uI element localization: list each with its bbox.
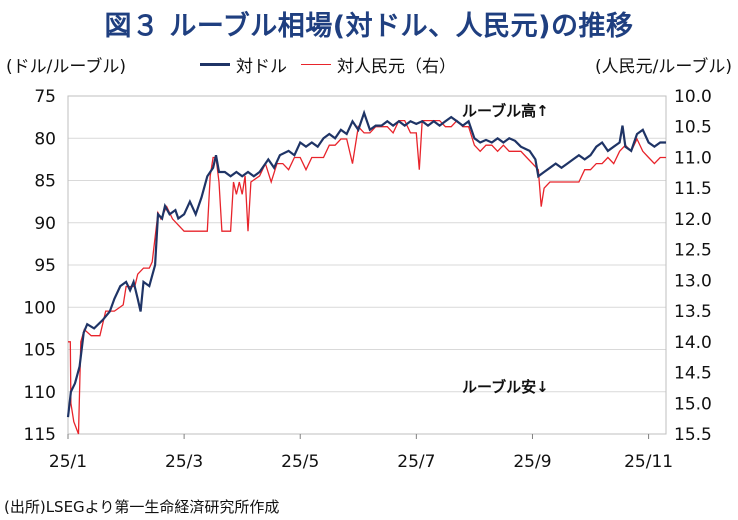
legend-item-usd: 対ドル xyxy=(200,52,287,77)
x-tick-label-4: 25/9 xyxy=(513,452,551,472)
legend: 対ドル 対人民元（右） xyxy=(200,52,470,77)
left-tick-label-6: 105 xyxy=(24,341,56,361)
annotation-ruble-strong: ルーブル高↑ xyxy=(462,102,549,120)
right-tick-label-10: 15.0 xyxy=(674,394,712,414)
x-tick-label-2: 25/5 xyxy=(281,452,319,472)
x-tick-label-3: 25/7 xyxy=(397,452,435,472)
x-tick-label-0: 25/1 xyxy=(49,452,87,472)
right-tick-label-8: 14.0 xyxy=(674,333,712,353)
left-tick-label-8: 115 xyxy=(24,425,56,445)
left-tick-label-5: 100 xyxy=(24,298,56,318)
x-tick-label-1: 25/3 xyxy=(165,452,203,472)
plot-area-frame xyxy=(67,95,667,435)
left-tick-label-3: 90 xyxy=(34,214,56,234)
right-tick-label-7: 13.5 xyxy=(674,302,712,322)
right-axis-ticks: 10.0 10.5 11.0 11.5 12.0 12.5 13.0 13.5 14.0 14.5… xyxy=(674,87,712,445)
left-tick-label-1: 80 xyxy=(34,129,56,149)
legend-swatch-usd xyxy=(200,63,230,66)
x-tick-label-5: 25/11 xyxy=(624,452,673,472)
left-tick-label-2: 85 xyxy=(34,172,56,192)
right-tick-label-3: 11.5 xyxy=(674,179,712,199)
legend-label-usd: 対ドル xyxy=(236,57,287,77)
series-line-usd xyxy=(66,109,666,418)
source-note: (出所)LSEGより第一生命経済研究所作成 xyxy=(4,498,280,516)
legend-item-cny: 対人民元（右） xyxy=(301,52,456,77)
right-tick-label-1: 10.5 xyxy=(674,118,712,138)
series-line-cny xyxy=(68,119,666,435)
right-tick-label-9: 14.5 xyxy=(674,364,712,384)
right-tick-label-5: 12.5 xyxy=(674,241,712,261)
annotation-ruble-weak: ルーブル安↓ xyxy=(462,378,549,396)
left-tick-label-0: 75 xyxy=(34,87,56,107)
left-axis-ticks: 75 80 85 90 95 100 105 110 115 xyxy=(24,87,56,445)
right-tick-label-6: 13.0 xyxy=(674,271,712,291)
right-tick-label-0: 10.0 xyxy=(674,87,712,107)
left-tick-label-4: 95 xyxy=(34,256,56,276)
left-axis-unit-label: (ドル/ルーブル) xyxy=(6,57,126,77)
right-tick-label-4: 12.0 xyxy=(674,210,712,230)
right-axis-unit-label: (人民元/ルーブル) xyxy=(595,57,732,77)
left-tick-label-7: 110 xyxy=(24,383,56,403)
right-tick-label-11: 15.5 xyxy=(674,425,712,445)
legend-label-cny: 対人民元（右） xyxy=(337,57,456,77)
x-axis-ticks: 25/1 25/3 25/5 25/7 25/9 25/11 xyxy=(49,434,673,472)
legend-swatch-cny xyxy=(301,64,331,65)
chart-title: 図３ ルーブル相場(対ドル、人民元)の推移 xyxy=(104,11,634,42)
gridlines xyxy=(68,137,666,393)
right-tick-label-2: 11.0 xyxy=(674,148,712,168)
